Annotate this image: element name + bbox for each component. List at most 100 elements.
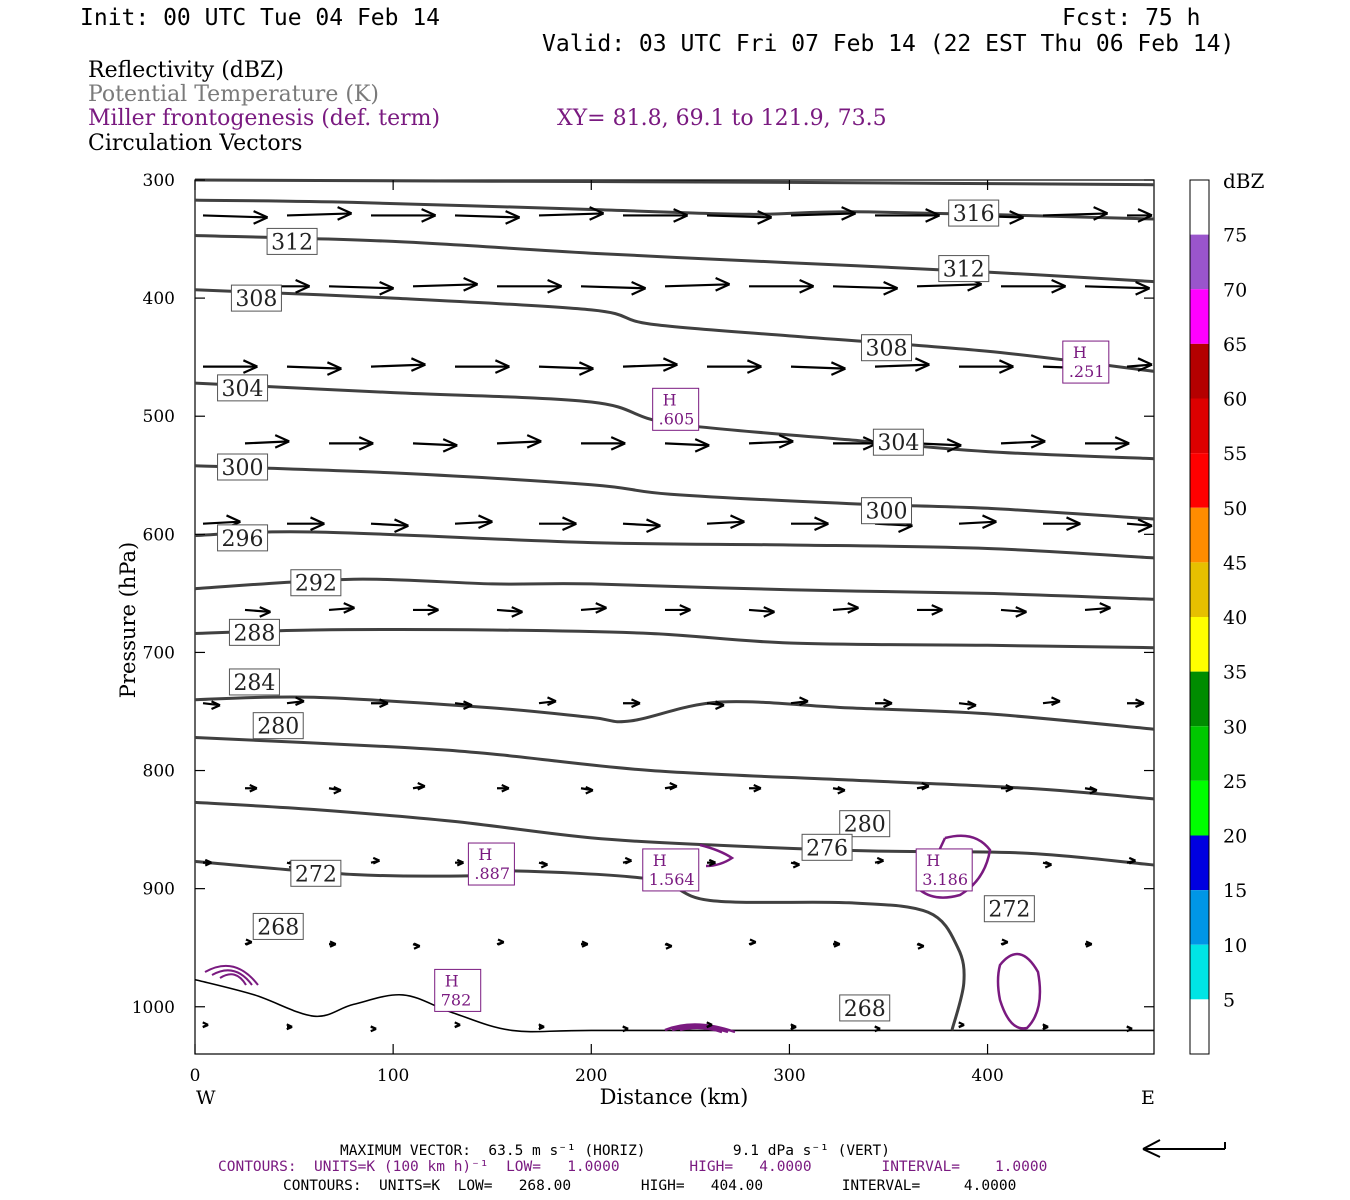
circulation-vector (664, 438, 710, 453)
vector-shaft (370, 363, 426, 368)
circulation-vector (1126, 1025, 1133, 1033)
theta-label-box (230, 284, 282, 312)
circulation-vector (370, 856, 380, 865)
y-tick-label: 900 (143, 880, 175, 900)
fronto-max-box (652, 387, 700, 431)
vector-head (669, 782, 678, 791)
vector-head (799, 278, 815, 294)
vector-head (694, 438, 710, 453)
vector-head (274, 434, 290, 449)
colorbar-label: 75 (1223, 225, 1247, 247)
y-tick-label: 600 (143, 525, 175, 545)
vector-head (259, 606, 271, 618)
circulation-vector (958, 514, 997, 529)
theta-label-box (801, 833, 853, 861)
vector-head (1126, 1025, 1133, 1033)
circulation-vector (286, 206, 353, 221)
vector-head (343, 602, 355, 614)
vector-head (211, 700, 221, 711)
fronto-contour-note: CONTOURS: UNITS=K (100 km h)⁻¹ LOW= 1.00… (218, 1159, 1047, 1175)
vector-head (1051, 278, 1067, 294)
circulation-vector (245, 784, 258, 793)
circulation-vector (538, 860, 548, 869)
vector-head (799, 696, 809, 707)
colorbar-segment (1190, 289, 1209, 344)
forecast-hour: Fcst: 75 h (1062, 5, 1200, 31)
vector-shaft (202, 520, 241, 525)
circulation-vector (1001, 784, 1014, 793)
vector-head (883, 698, 893, 709)
theta-contour-304 (194, 288, 1155, 373)
field-reflectivity: Reflectivity (dBZ) (88, 58, 284, 83)
circulation-vector (875, 698, 893, 709)
theta-label-text: 276 (806, 836, 848, 861)
colorbar-segment (1190, 453, 1209, 508)
colorbar-segment (1190, 398, 1209, 454)
circulation-vector (706, 514, 745, 529)
circulation-vector (748, 606, 775, 618)
vector-head (497, 938, 505, 946)
vector-head (454, 1021, 461, 1029)
circulation-vector (917, 604, 943, 616)
colorbar-label: 25 (1223, 771, 1247, 793)
vector-head (874, 1025, 881, 1033)
fronto-max-symbol: H (1073, 343, 1087, 362)
circulation-vector (1043, 516, 1081, 531)
colorbar-segment (1190, 671, 1209, 727)
vector-shaft (244, 608, 271, 614)
vector-head (562, 516, 577, 531)
theta-label-304: 304 (872, 428, 924, 456)
vector-shaft (1000, 440, 1046, 445)
circulation-vector (496, 938, 505, 946)
vector-head (333, 786, 342, 795)
vector-shaft (1084, 606, 1111, 612)
vector-head (749, 938, 757, 946)
theta-contour-284 (194, 628, 1155, 650)
vector-shaft (496, 608, 523, 614)
circulation-vector (623, 698, 641, 709)
vector-shaft (286, 365, 342, 370)
colorbar-label: 30 (1223, 716, 1247, 738)
fronto-max-label: H.887 (467, 842, 515, 886)
plot-frame (194, 179, 1155, 1055)
vector-head (1137, 518, 1153, 533)
circulation-vector (1042, 1023, 1049, 1031)
theta-label-box (228, 668, 280, 696)
circulation-vector (791, 516, 829, 531)
circulation-vector (1127, 698, 1145, 709)
theta-label-304: 304 (217, 374, 269, 402)
theta-label-280: 280 (252, 712, 304, 740)
vector-shaft (748, 440, 794, 445)
vector-head (830, 361, 846, 376)
colorbar-segment (1190, 507, 1209, 563)
y-axis-title: Pressure (hPa) (116, 542, 140, 698)
vector-shaft (244, 440, 290, 445)
theta-label-300: 300 (217, 453, 269, 481)
reference-vector-head (1142, 1139, 1161, 1158)
vector-head (202, 1021, 209, 1029)
vector-head (841, 206, 857, 221)
vector-head (847, 602, 859, 614)
circulation-vector (959, 359, 1014, 374)
fronto-max-label: H1.564 (642, 848, 700, 892)
vector-head (370, 1025, 377, 1033)
circulation-vector (244, 434, 290, 449)
circulation-vector (1042, 206, 1109, 221)
circulation-vector (749, 784, 762, 793)
colorbar-segment (1190, 617, 1209, 672)
vector-head (204, 858, 212, 867)
x-axis-title: Distance (km) (600, 1085, 749, 1109)
vector-head (540, 860, 548, 869)
circulation-vector (664, 276, 731, 292)
vector-shaft (370, 522, 409, 527)
theta-label-box (290, 859, 342, 887)
circulation-vector (790, 361, 846, 376)
vector-shaft (454, 520, 493, 525)
theta-label-box (861, 334, 913, 362)
vector-head (478, 514, 493, 529)
vector-shaft (286, 212, 352, 217)
vector-head (310, 516, 325, 531)
x-tick-label: 100 (377, 1066, 409, 1086)
vector-shaft (454, 214, 520, 219)
theta-label-text: 300 (866, 500, 908, 525)
